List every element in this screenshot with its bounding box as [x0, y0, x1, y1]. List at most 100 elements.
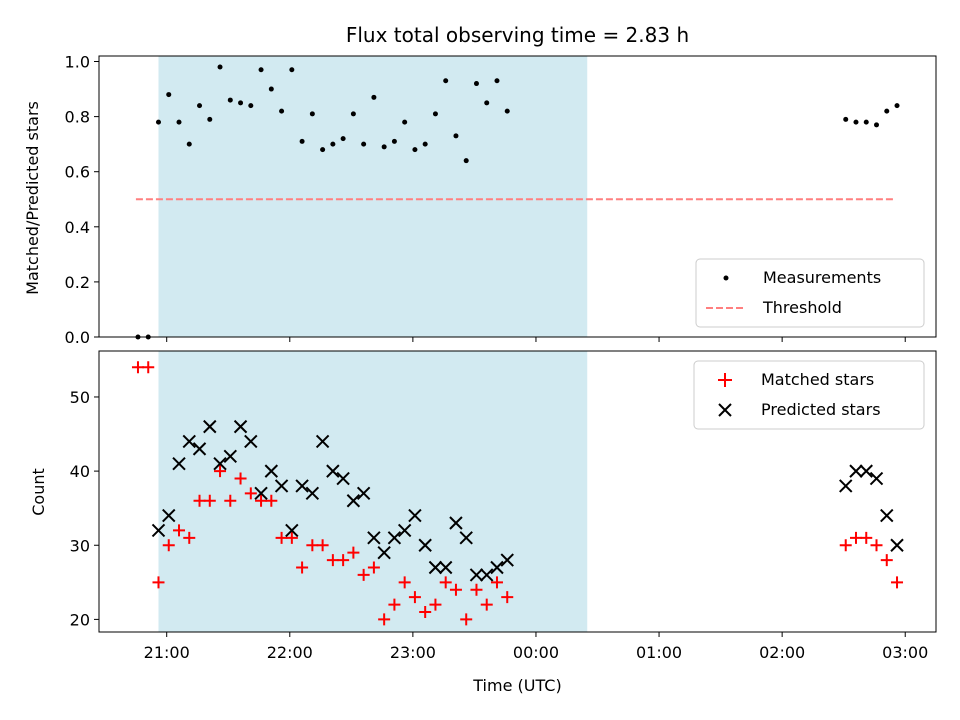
predicted-star-point [449, 516, 463, 530]
matched-star-point [870, 539, 883, 552]
measurement-point [874, 122, 880, 128]
matched-star-point [419, 605, 432, 618]
measurement-point [422, 141, 428, 147]
measurement-point [268, 86, 274, 92]
measurement-point [443, 78, 449, 84]
ratio-x-ticks [166, 337, 906, 342]
x-tick-label: 03:00 [882, 643, 928, 662]
ratio-plot-area [98, 55, 937, 340]
predicted-star-point [869, 471, 884, 486]
measurement-point [299, 138, 305, 144]
matched-star-point [408, 591, 421, 604]
measurement-point [207, 116, 213, 122]
matched-star-point [470, 583, 483, 596]
predicted-star-point [367, 531, 381, 545]
predicted-star-point [203, 419, 217, 434]
ratio-legend: Measurements Threshold [695, 258, 925, 328]
measurement-point [279, 108, 285, 114]
y-tick-label: 0.4 [65, 218, 90, 237]
measurement-point [309, 111, 315, 117]
matched-star-point [439, 576, 452, 589]
matched-legend-label: Matched stars [761, 370, 874, 389]
matched-star-point [398, 576, 411, 589]
predicted-star-point [172, 456, 186, 471]
predicted-legend-marker [718, 403, 732, 417]
measurement-point [853, 119, 859, 125]
observing-interval-shade [158, 56, 588, 337]
matched-star-point [275, 531, 288, 544]
matched-star-point [429, 598, 442, 611]
matched-star-point [152, 576, 165, 589]
predicted-star-point [356, 486, 371, 501]
matched-star-point [357, 568, 370, 581]
matched-legend-marker [718, 373, 732, 387]
matched-star-point [203, 494, 216, 507]
x-tick-label: 22:00 [267, 643, 313, 662]
measurement-point [863, 119, 869, 125]
predicted-star-point [182, 434, 196, 449]
count-legend-box [693, 360, 925, 430]
threshold-legend-label: Threshold [762, 298, 842, 317]
predicted-star-point [480, 568, 494, 582]
count-plot-area [98, 350, 937, 633]
matched-star-point [306, 539, 319, 552]
predicted-star-point [274, 479, 289, 493]
measurement-point [155, 119, 161, 125]
predicted-star-point [192, 442, 207, 456]
predicted-star-point [408, 508, 422, 523]
matched-star-point [214, 465, 227, 478]
matched-star-point [891, 576, 904, 589]
predicted-star-point [244, 434, 258, 449]
predicted-star-point [438, 560, 453, 575]
predicted-star-point [490, 560, 504, 575]
predicted-star-point [223, 449, 238, 463]
matched-star-point [173, 524, 186, 537]
measurement-point [238, 100, 244, 106]
matched-star-point [449, 583, 462, 596]
matched-star-point [316, 539, 329, 552]
predicted-star-point [162, 508, 176, 523]
y-tick-label: 1.0 [65, 53, 90, 72]
measurement-point [248, 103, 254, 109]
predicted-star-point [890, 538, 904, 552]
measurement-point [453, 133, 459, 139]
predicted-star-point [859, 464, 873, 478]
measurement-point [884, 108, 890, 114]
y-tick-label: 0.8 [65, 108, 90, 127]
matched-star-point [285, 531, 298, 544]
measurement-point [484, 100, 490, 106]
x-tick-label: 01:00 [636, 643, 682, 662]
predicted-legend-label: Predicted stars [761, 400, 881, 419]
measurement-point [412, 147, 418, 153]
ratio-y-axis-label: Matched/Predicted stars [23, 101, 42, 295]
matched-star-point [490, 576, 503, 589]
matched-star-point [326, 554, 339, 567]
measurement-point [258, 67, 264, 73]
measurements-legend-label: Measurements [763, 268, 881, 287]
y-tick-label: 40 [70, 462, 90, 481]
x-tick-label: 00:00 [513, 643, 559, 662]
matched-star-point [296, 561, 309, 574]
predicted-star-point [387, 531, 402, 545]
y-tick-label: 30 [70, 536, 90, 555]
predicted-star-point [459, 531, 473, 545]
measurement-point [371, 94, 377, 100]
measurement-point [350, 111, 356, 117]
measurement-point [381, 144, 387, 150]
matched-star-point [367, 561, 380, 574]
measurement-point [217, 64, 223, 70]
count-y-axis-label: Count [29, 468, 48, 516]
measurement-point [361, 141, 367, 147]
measurement-point [166, 92, 172, 98]
matched-star-point [193, 494, 206, 507]
predicted-star-point [285, 523, 299, 538]
matched-star-point [255, 494, 268, 507]
count-panel: 21:00 22:00 23:00 00:00 01:00 02:00 03:00 20 30… [29, 350, 937, 695]
measurement-point [432, 111, 438, 117]
predicted-star-point [377, 545, 391, 560]
measurement-point [320, 147, 326, 153]
chart-title: Flux total observing time = 2.83 h [346, 23, 689, 47]
axes-frame [98, 350, 937, 633]
x-tick-label: 21:00 [144, 643, 190, 662]
predicted-star-point [213, 456, 227, 471]
